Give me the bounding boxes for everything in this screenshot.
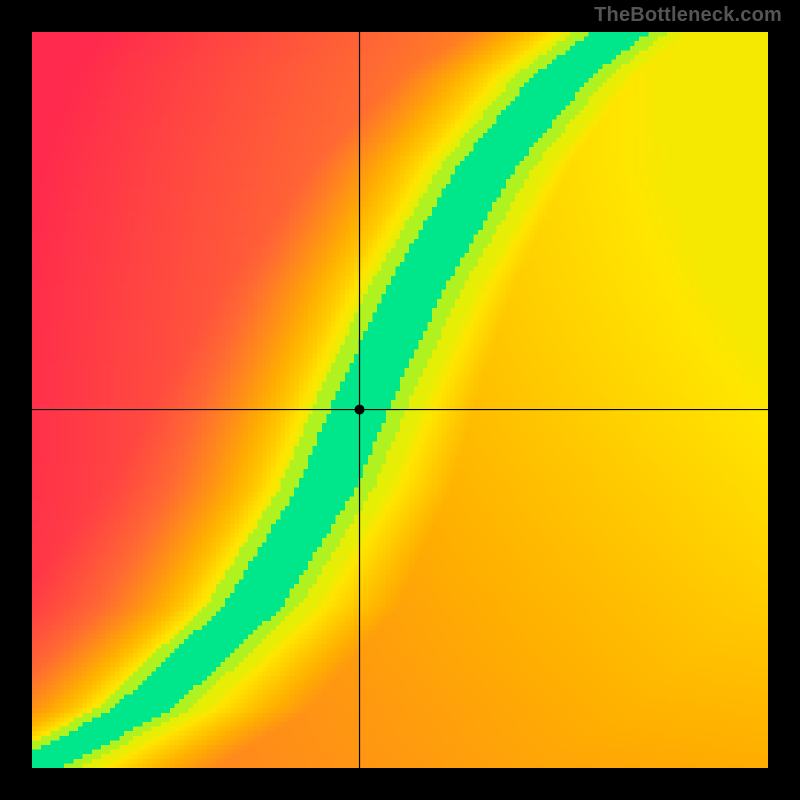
source-watermark: TheBottleneck.com	[594, 4, 782, 27]
chart-container: TheBottleneck.com	[0, 0, 800, 800]
bottleneck-heatmap	[32, 32, 768, 768]
